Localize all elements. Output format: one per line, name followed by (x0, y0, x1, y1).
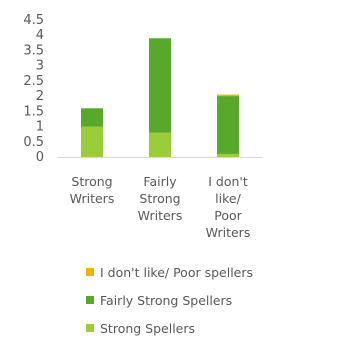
y-tick-label: 0.5 (23, 135, 44, 150)
x-category-label: Writers (206, 225, 251, 240)
legend-swatch-strong-spellers (86, 324, 94, 332)
x-category-label: Fairly (143, 174, 177, 189)
y-tick-label: 3 (36, 59, 44, 74)
y-tick-label: 4.5 (23, 13, 44, 28)
legend-swatch-poor-spellers (86, 268, 94, 276)
bars (81, 38, 239, 157)
y-tick-label: 1.5 (23, 104, 44, 119)
bar-segment (81, 126, 103, 157)
x-category-label: I don't (208, 174, 248, 189)
legend-label-fairly-strong-spellers: Fairly Strong Spellers (100, 292, 233, 308)
y-tick-label: 2.5 (23, 74, 44, 89)
x-category-label: Writers (70, 191, 115, 206)
x-category-label: Poor (214, 208, 242, 223)
bar-segment (81, 108, 103, 127)
stacked-bar-chart: 00.511.522.533.544.5 Strong Writers Fairly… (23, 13, 262, 240)
legend-swatch-fairly-strong-spellers (86, 296, 94, 304)
legend-item-strong-spellers: Strong Spellers (86, 314, 253, 342)
legend-label-strong-spellers: Strong Spellers (100, 320, 196, 336)
x-axis-category-labels: Strong Writers Fairly Strong Writers I don't l… (70, 174, 251, 240)
x-category-label: Writers (138, 208, 183, 223)
legend: I don't like/ Poor spellers Fairly Stron… (86, 258, 253, 342)
legend-item-poor-spellers: I don't like/ Poor spellers (86, 258, 253, 286)
bar-segment (217, 96, 239, 154)
y-tick-label: 0 (36, 150, 44, 165)
y-tick-label: 3.5 (23, 43, 44, 58)
y-axis-tick-labels: 00.511.522.533.544.5 (23, 13, 44, 165)
bar-segment (149, 38, 171, 133)
bar-segment (149, 132, 171, 157)
bar-segment (217, 153, 239, 157)
legend-item-fairly-strong-spellers: Fairly Strong Spellers (86, 286, 253, 314)
x-category-label: Strong (71, 174, 112, 189)
y-tick-label: 1 (36, 120, 44, 135)
x-category-label: like/ (215, 191, 241, 206)
bar-segment (217, 94, 239, 97)
y-tick-label: 4 (36, 28, 44, 43)
legend-label-poor-spellers: I don't like/ Poor spellers (100, 264, 254, 280)
y-tick-label: 2 (36, 89, 44, 104)
x-category-label: Strong (139, 191, 180, 206)
